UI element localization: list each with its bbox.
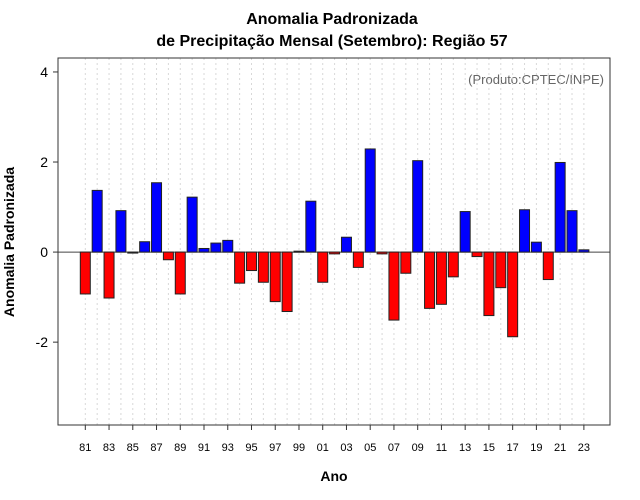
bar-2008	[400, 251, 412, 274]
x-tick-label: 09	[412, 442, 424, 454]
x-tick-label: 01	[317, 442, 329, 454]
bar-2007	[388, 251, 400, 321]
bar-1987	[151, 182, 163, 253]
bar-1992	[210, 242, 222, 253]
x-tick-label: 17	[507, 442, 519, 454]
x-tick-label: 11	[436, 442, 447, 454]
y-tick-label: 4	[40, 64, 48, 80]
x-tick-label: 19	[530, 442, 542, 454]
x-tick-label: 21	[554, 442, 566, 454]
x-tick-label: 81	[79, 442, 91, 454]
bar-1984	[115, 210, 127, 253]
bar-1991	[198, 247, 210, 253]
bar-1997	[269, 251, 281, 303]
x-tick-label: 93	[222, 442, 234, 454]
x-tick-label: 89	[174, 442, 186, 454]
bar-2006	[376, 251, 388, 255]
bar-1995	[245, 251, 257, 272]
chart-title-line1: Anomalia Padronizada	[246, 11, 418, 28]
bar-2013	[459, 211, 471, 253]
x-tick-label: 23	[578, 442, 590, 454]
chart-title-line2: de Precipitação Mensal (Setembro): Regiã…	[156, 33, 507, 50]
x-tick-label: 99	[293, 442, 305, 454]
bar-2012	[447, 251, 459, 278]
bar-2018	[519, 209, 531, 253]
bar-1981	[79, 251, 91, 295]
bar-2017	[507, 251, 519, 338]
bar-2021	[554, 161, 566, 253]
x-tick-label: 07	[388, 442, 400, 454]
bar-1993	[222, 239, 234, 253]
bar-1982	[91, 189, 103, 253]
bar-1985	[127, 251, 139, 254]
bar-1998	[281, 251, 293, 313]
bar-2019	[530, 241, 542, 253]
bar-1986	[139, 241, 151, 253]
x-tick-label: 97	[269, 442, 281, 454]
x-axis-label: Ano	[320, 468, 347, 484]
bar-2020	[542, 251, 554, 281]
x-tick-label: 87	[150, 442, 162, 454]
plot-frame	[57, 57, 611, 426]
bar-2001	[317, 251, 329, 283]
x-tick-label: 85	[127, 442, 139, 454]
bar-2023	[578, 249, 590, 253]
y-tick-label: -2	[36, 334, 49, 350]
bar-2010	[424, 251, 436, 309]
bar-2000	[305, 200, 317, 253]
bar-2022	[566, 210, 578, 253]
bar-1994	[234, 251, 246, 284]
bar-2003	[340, 236, 352, 253]
bar-2005	[364, 148, 376, 253]
y-tick-label: 0	[40, 244, 48, 260]
x-tick-label: 95	[245, 442, 257, 454]
x-tick-label: 91	[198, 442, 210, 454]
bar-2004	[352, 251, 364, 268]
bar-2002	[329, 251, 341, 255]
bar-2015	[483, 251, 495, 317]
bar-1990	[186, 196, 198, 253]
bar-2014	[471, 251, 483, 258]
x-tick-label: 03	[340, 442, 352, 454]
x-tick-label: 05	[364, 442, 376, 454]
x-tick-label: 83	[103, 442, 115, 454]
bar-1989	[174, 251, 186, 295]
bar-1983	[103, 251, 115, 299]
bar-2009	[412, 160, 424, 253]
bar-2016	[495, 251, 507, 289]
bar-2011	[435, 251, 447, 305]
bar-1988	[162, 251, 174, 261]
x-tick-label: 15	[483, 442, 495, 454]
y-axis-label: Anomalia Padronizada	[1, 167, 17, 317]
bar-1996	[257, 251, 269, 283]
x-tick-label: 13	[459, 442, 471, 454]
bar-1999	[293, 250, 305, 253]
y-tick-label: 2	[40, 154, 48, 170]
